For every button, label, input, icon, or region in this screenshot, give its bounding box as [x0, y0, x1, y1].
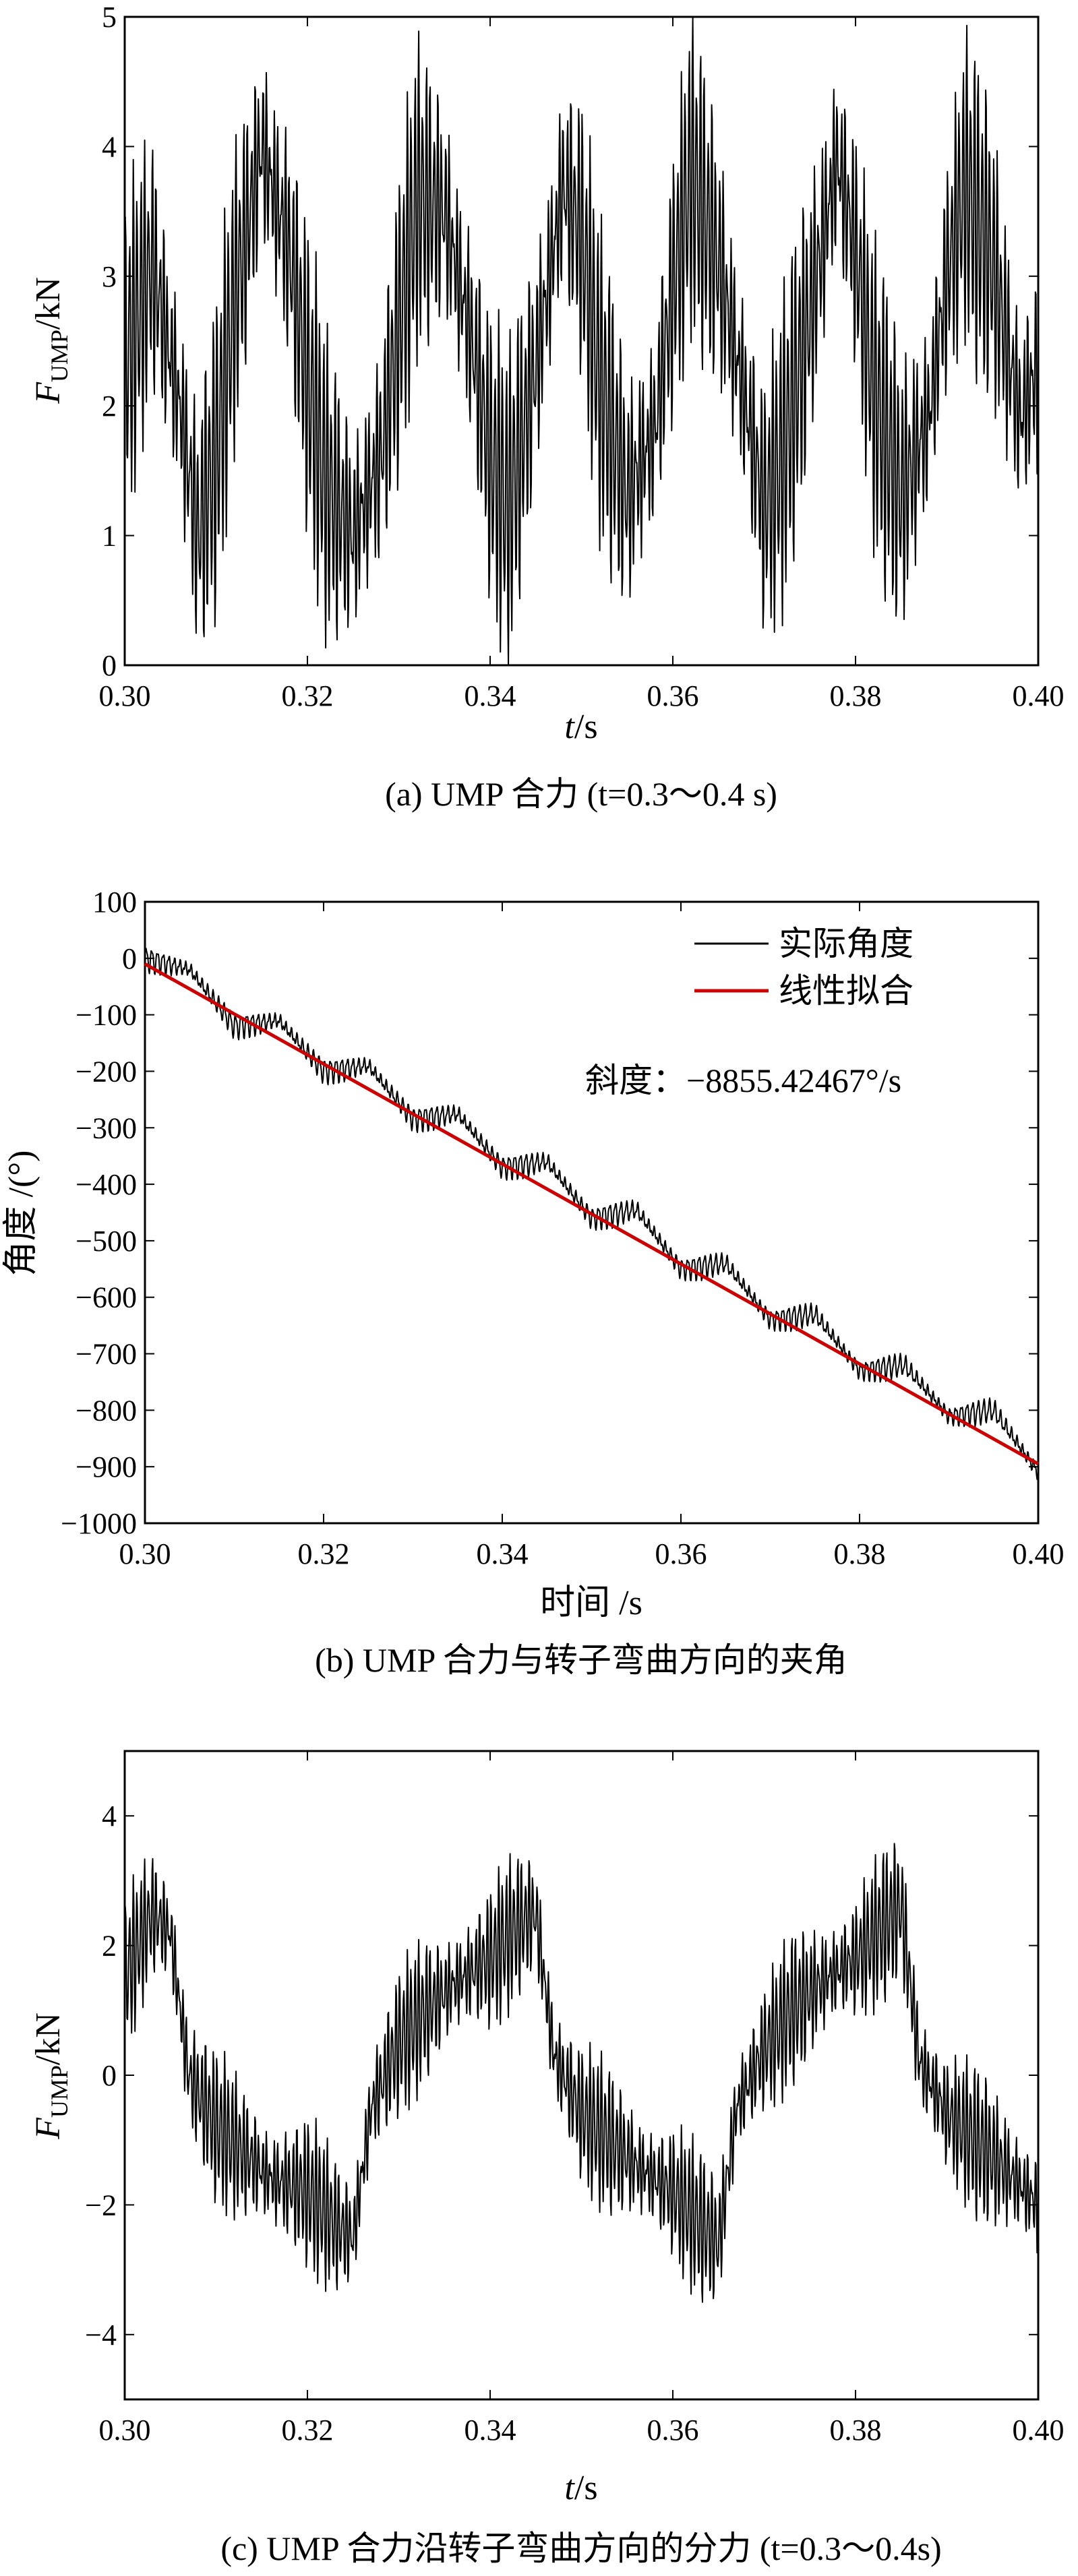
x-tick-label: 0.36: [655, 1537, 707, 1570]
y-tick-label: −400: [76, 1168, 137, 1201]
y-tick-label: −200: [76, 1055, 137, 1088]
y-tick-label: 5: [102, 1, 117, 34]
x-tick-label: 0.36: [647, 2414, 699, 2447]
x-tick-label: 0.32: [298, 1537, 350, 1570]
caption-b: (b) UMP 合力与转子弯曲方向的夹角: [315, 1641, 847, 1679]
y-tick-label: 2: [102, 390, 117, 423]
series-line-0: [124, 1843, 1039, 2303]
series-line-1: [144, 962, 1040, 1466]
panel-c: 0.30 0.32 0.34 0.36 0.38 0.40 4 2 0 −2 −4 t/s FUM…: [29, 1750, 1065, 2567]
y-tick-label: −500: [76, 1225, 137, 1258]
x-axis-label: t/s: [564, 2469, 597, 2507]
y-tick-label: 3: [102, 260, 117, 293]
y-tick-label: 0: [122, 942, 137, 975]
x-tick-labels: 0.30 0.32 0.34 0.36 0.38 0.40: [99, 679, 1065, 712]
x-tick-label: 0.30: [99, 2414, 151, 2447]
x-tick-label: 0.40: [1013, 1537, 1065, 1570]
y-tick-labels: 100 0 −100 −200 −300 −400 −500 −600 −700 −800 −900…: [61, 886, 137, 1540]
y-axis-label: 角度 /(°): [2, 1151, 40, 1277]
x-tick-label: 0.34: [465, 2414, 516, 2447]
panel-a: 0.30 0.32 0.34 0.36 0.38 0.40 0 1 2 3 4 5 t/s FUMP…: [29, 1, 1065, 813]
series-layer: [144, 948, 1040, 1480]
y-tick-label: −900: [76, 1450, 137, 1483]
y-tick-label: 4: [102, 1800, 117, 1833]
legend-label-linear-fit: 线性拟合: [779, 972, 914, 1010]
y-tick-label: 100: [92, 886, 137, 919]
caption-c: (c) UMP 合力沿转子弯曲方向的分力 (t=0.3～0.4s): [220, 2529, 941, 2567]
y-tick-label: 2: [102, 1930, 117, 1963]
x-tick-label: 0.38: [830, 679, 882, 712]
x-axis-label: 时间 /s: [540, 1584, 642, 1622]
y-tick-label: −100: [76, 999, 137, 1032]
plot-frame: [144, 900, 1040, 1525]
y-tick-label: 0: [102, 649, 117, 682]
y-tick-label: −800: [76, 1394, 137, 1427]
legend-label-actual-angle: 实际角度: [779, 925, 914, 962]
x-tick-label: 0.36: [647, 679, 699, 712]
y-axis-label: FUMP/kN: [29, 277, 73, 404]
y-tick-label: −1000: [61, 1507, 137, 1540]
y-tick-labels: 4 2 0 −2 −4: [85, 1800, 117, 2352]
y-tick-label: −2: [85, 2188, 117, 2221]
x-tick-label: 0.34: [477, 1537, 529, 1570]
y-tick-labels: 0 1 2 3 4 5: [102, 1, 117, 682]
series-line-0: [124, 16, 1039, 666]
y-tick-label: 4: [102, 130, 117, 163]
tick-marks: [144, 901, 1039, 1524]
panel-b: 0.30 0.32 0.34 0.36 0.38 0.40 100 0 −100 −200 −30…: [2, 886, 1065, 1679]
caption-a: (a) UMP 合力 (t=0.3～0.4 s): [385, 775, 777, 813]
x-tick-label: 0.32: [282, 679, 334, 712]
x-tick-labels: 0.30 0.32 0.34 0.36 0.38 0.40: [99, 2414, 1065, 2447]
x-tick-label: 0.30: [99, 679, 151, 712]
slope-annotation: 斜度：−8855.42467°/s: [585, 1062, 901, 1099]
y-tick-label: −600: [76, 1281, 137, 1314]
x-tick-label: 0.40: [1013, 679, 1065, 712]
x-tick-label: 0.38: [830, 2414, 882, 2447]
y-tick-label: 1: [102, 520, 117, 553]
y-tick-label: −300: [76, 1111, 137, 1144]
x-axis-label: t/s: [564, 708, 597, 746]
x-tick-label: 0.30: [119, 1537, 171, 1570]
y-axis-label: FUMP/kN: [29, 2013, 73, 2140]
x-tick-label: 0.32: [282, 2414, 334, 2447]
series-line-0: [144, 948, 1039, 1480]
series-layer: [124, 1843, 1039, 2303]
series-layer: [124, 16, 1039, 666]
y-tick-label: 0: [102, 2059, 117, 2092]
y-tick-label: −4: [85, 2319, 117, 2352]
y-tick-label: −700: [76, 1338, 137, 1371]
x-tick-label: 0.38: [834, 1537, 886, 1570]
x-tick-label: 0.40: [1013, 2414, 1065, 2447]
x-tick-label: 0.34: [465, 679, 516, 712]
x-tick-labels: 0.30 0.32 0.34 0.36 0.38 0.40: [119, 1537, 1065, 1570]
legend: 实际角度 线性拟合: [694, 925, 914, 1010]
